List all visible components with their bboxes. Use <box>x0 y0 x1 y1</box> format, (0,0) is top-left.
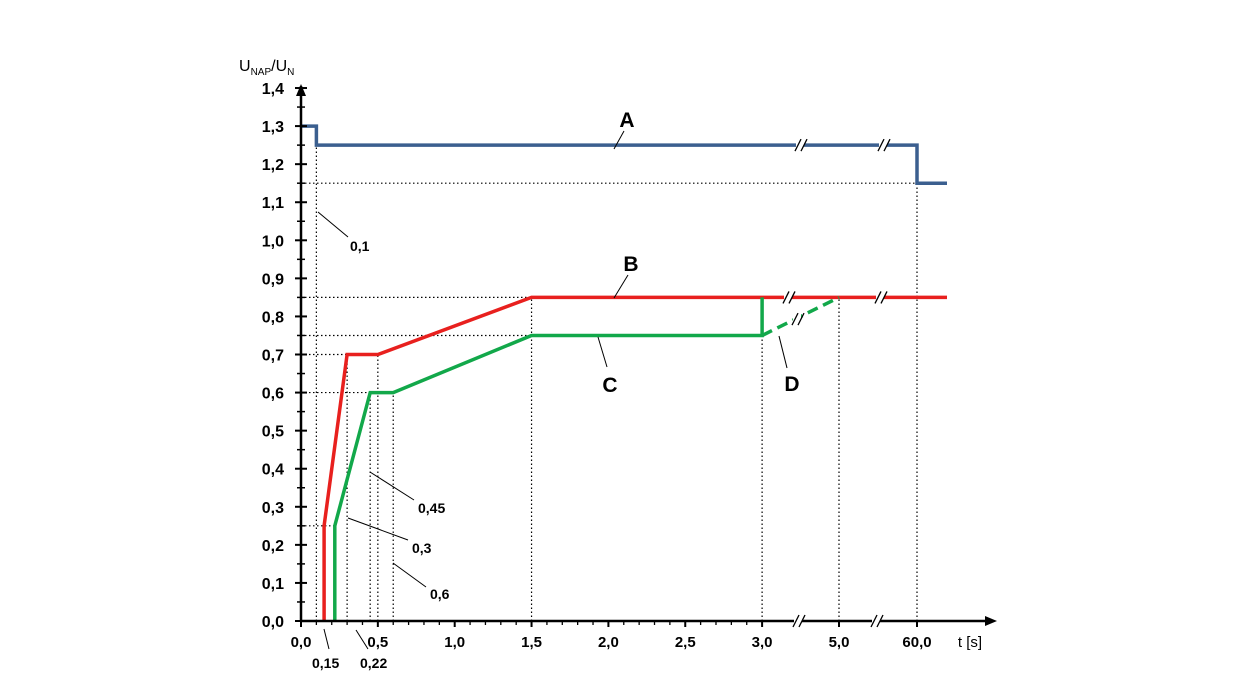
x-axis-arrow <box>985 616 997 626</box>
y-axis-arrow <box>296 84 306 96</box>
y-tick-label: 0,6 <box>262 386 284 403</box>
axis-break-mark <box>798 614 806 628</box>
annotation-leader <box>323 628 330 650</box>
curve-label-a: A <box>619 109 634 132</box>
y-tick-label: 0,1 <box>262 576 284 593</box>
axis-break-gap <box>879 138 887 153</box>
x-tick-label: 0,0 <box>291 634 312 651</box>
annotation-leader <box>355 629 369 650</box>
x-axis-title: t [s] <box>958 634 982 651</box>
curve-label-leader <box>613 274 629 299</box>
y-tick-label: 0,2 <box>262 538 284 555</box>
x-tick-label: 5,0 <box>829 634 850 651</box>
y-tick-label: 1,4 <box>262 81 284 98</box>
curve-label-leader <box>597 336 608 368</box>
curve-label-leader <box>613 130 625 150</box>
axis-break-mark <box>800 138 808 152</box>
x-tick-label: 2,5 <box>675 634 696 651</box>
axis-break-gap <box>796 138 804 153</box>
x-tick-label: 60,0 <box>902 634 931 651</box>
curve-label-d: D <box>784 373 799 396</box>
y-tick-label: 0,7 <box>262 348 284 365</box>
annotation-leader <box>317 211 349 238</box>
axis-break-mark <box>877 138 885 152</box>
y-tick-label: 0,3 <box>262 500 284 517</box>
annotation-leader <box>347 517 409 541</box>
annotation-label: 0,15 <box>312 655 339 671</box>
curve-label-leader <box>778 335 788 369</box>
y-tick-label: 1,2 <box>262 157 284 174</box>
x-tick-label: 2,0 <box>598 634 619 651</box>
annotation-label: 0,45 <box>418 500 445 516</box>
x-tick-label: 3,0 <box>752 634 773 651</box>
y-tick-label: 0,0 <box>262 614 284 631</box>
axis-break-mark <box>797 312 805 326</box>
axis-break-gap <box>872 614 880 628</box>
axis-break-gap <box>794 614 802 628</box>
axis-break-gap <box>876 290 884 305</box>
x-tick-label: 1,5 <box>521 634 542 651</box>
y-tick-label: 1,0 <box>262 233 284 250</box>
y-tick-label: 0,4 <box>262 462 284 479</box>
y-tick-label: 1,3 <box>262 119 284 136</box>
annotation-label: 0,22 <box>360 655 387 671</box>
axis-break-mark <box>880 291 888 304</box>
axis-break-mark <box>876 614 884 628</box>
axis-break-mark <box>883 138 891 152</box>
y-tick-label: 0,5 <box>262 424 284 441</box>
axis-break-mark <box>794 138 802 152</box>
axis-break-mark <box>874 291 882 304</box>
axes <box>295 84 997 628</box>
curve-a <box>301 124 947 185</box>
curves <box>301 124 947 621</box>
curve-label-c: C <box>602 374 617 397</box>
annotation-leader <box>369 471 415 501</box>
y-tick-label: 0,8 <box>262 309 284 326</box>
y-tick-label: 0,9 <box>262 271 284 288</box>
axis-break-gap <box>784 290 792 305</box>
labels: 0,0 0,1 0,2 0,3 0,4 0,5 0,6 0,7 0,8 0,9 1,0 1,1 1,2 1… <box>239 58 982 671</box>
y-axis-title: UNAP/UN <box>239 58 294 78</box>
curve-b <box>322 295 947 621</box>
axis-break-mark <box>870 614 878 628</box>
annotation-label: 0,6 <box>430 586 450 602</box>
y-tick-label: 1,1 <box>262 195 284 212</box>
x-tick-label: 1,0 <box>444 634 465 651</box>
annotation-label: 0,3 <box>412 540 432 556</box>
x-tick-label: 0,5 <box>367 634 388 651</box>
axis-break-mark <box>791 312 799 326</box>
curve-label-b: B <box>623 253 638 276</box>
axis-break-mark <box>788 291 796 304</box>
annotation-leader <box>392 562 427 588</box>
axis-break-mark <box>782 291 790 304</box>
axis-break-gap <box>793 312 801 327</box>
annotation-label: 0,1 <box>350 238 370 254</box>
axis-break-mark <box>792 614 800 628</box>
